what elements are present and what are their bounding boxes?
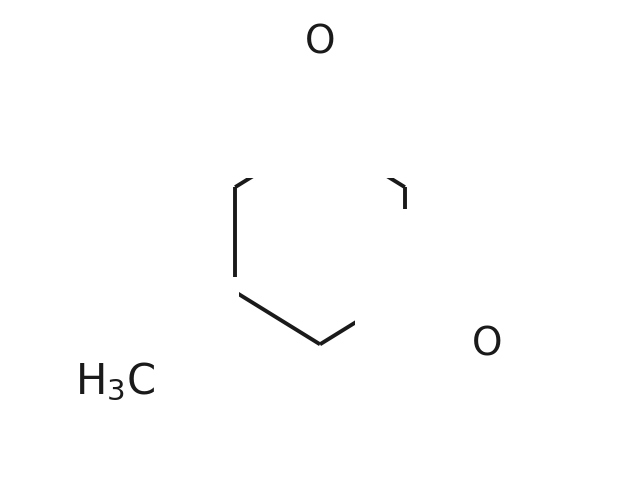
Text: H$_3$C: H$_3$C (76, 361, 156, 403)
Text: O: O (305, 23, 335, 61)
Text: O: O (472, 325, 502, 363)
